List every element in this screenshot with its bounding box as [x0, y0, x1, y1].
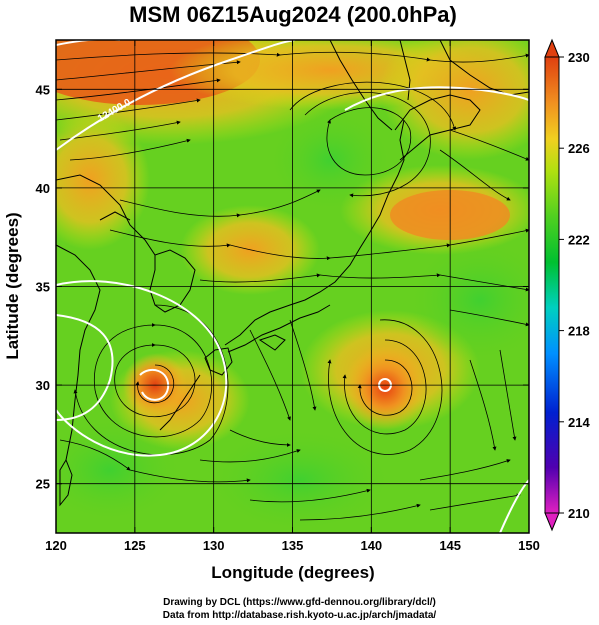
x-tick-label: 140	[360, 538, 382, 553]
colorbar-tick-label: 210	[568, 506, 590, 521]
credit-data: Data from http://database.rish.kyoto-u.a…	[162, 610, 437, 621]
y-tick-label: 40	[36, 181, 50, 196]
colorbar-ticks: 230 226 222 218 214 210	[559, 50, 590, 521]
colorbar-tick-label: 226	[568, 141, 590, 156]
x-tick-label: 125	[124, 538, 146, 553]
colorbar-top-arrow	[544, 38, 560, 58]
plot-title: MSM 06Z15Aug2024 (200.0hPa)	[129, 2, 457, 27]
x-tick-label: 145	[439, 538, 461, 553]
x-tick-label: 130	[203, 538, 225, 553]
y-tick-label: 25	[36, 477, 50, 492]
y-axis-ticks: 25 30 35 40 45	[36, 82, 529, 492]
y-axis-label: Latitude (degrees)	[3, 212, 22, 359]
y-tick-label: 45	[36, 82, 50, 97]
x-tick-label: 120	[45, 538, 67, 553]
streamlines	[56, 51, 529, 521]
y-tick-label: 35	[36, 280, 50, 295]
x-tick-label: 150	[518, 538, 540, 553]
colorbar-tick-label: 230	[568, 50, 590, 65]
colorbar-bottom-arrow	[544, 512, 560, 532]
colorbar-gradient	[544, 56, 560, 514]
credit-drawing: Drawing by DCL (https://www.gfd-dennou.o…	[163, 597, 436, 608]
height-contours	[56, 40, 529, 533]
colorbar-tick-label: 218	[568, 324, 590, 339]
gridlines	[56, 40, 529, 533]
x-axis-ticks: 120 125 130 135 140 145 150	[45, 40, 540, 553]
x-axis-label: Longitude (degrees)	[211, 563, 374, 582]
y-tick-label: 30	[36, 378, 50, 393]
colorbar: 230 226 222 218 214 210	[544, 38, 590, 532]
colorbar-tick-label: 222	[568, 232, 590, 247]
x-tick-label: 135	[282, 538, 304, 553]
colorbar-tick-label: 214	[568, 415, 590, 430]
map-plot: 12400.0	[56, 40, 529, 533]
coastlines	[56, 40, 529, 507]
